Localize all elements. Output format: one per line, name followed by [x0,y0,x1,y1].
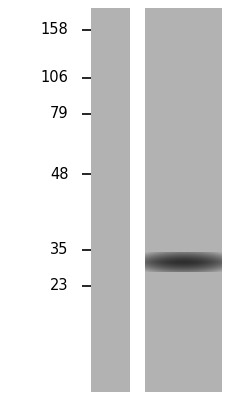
Text: 158: 158 [40,22,68,38]
Text: 79: 79 [49,106,68,122]
Text: 48: 48 [50,166,68,182]
Text: 23: 23 [50,278,68,294]
Bar [131,8,144,392]
Bar [91,8,129,392]
Text: 35: 35 [50,242,68,258]
Bar [144,8,221,392]
Text: 106: 106 [40,70,68,86]
